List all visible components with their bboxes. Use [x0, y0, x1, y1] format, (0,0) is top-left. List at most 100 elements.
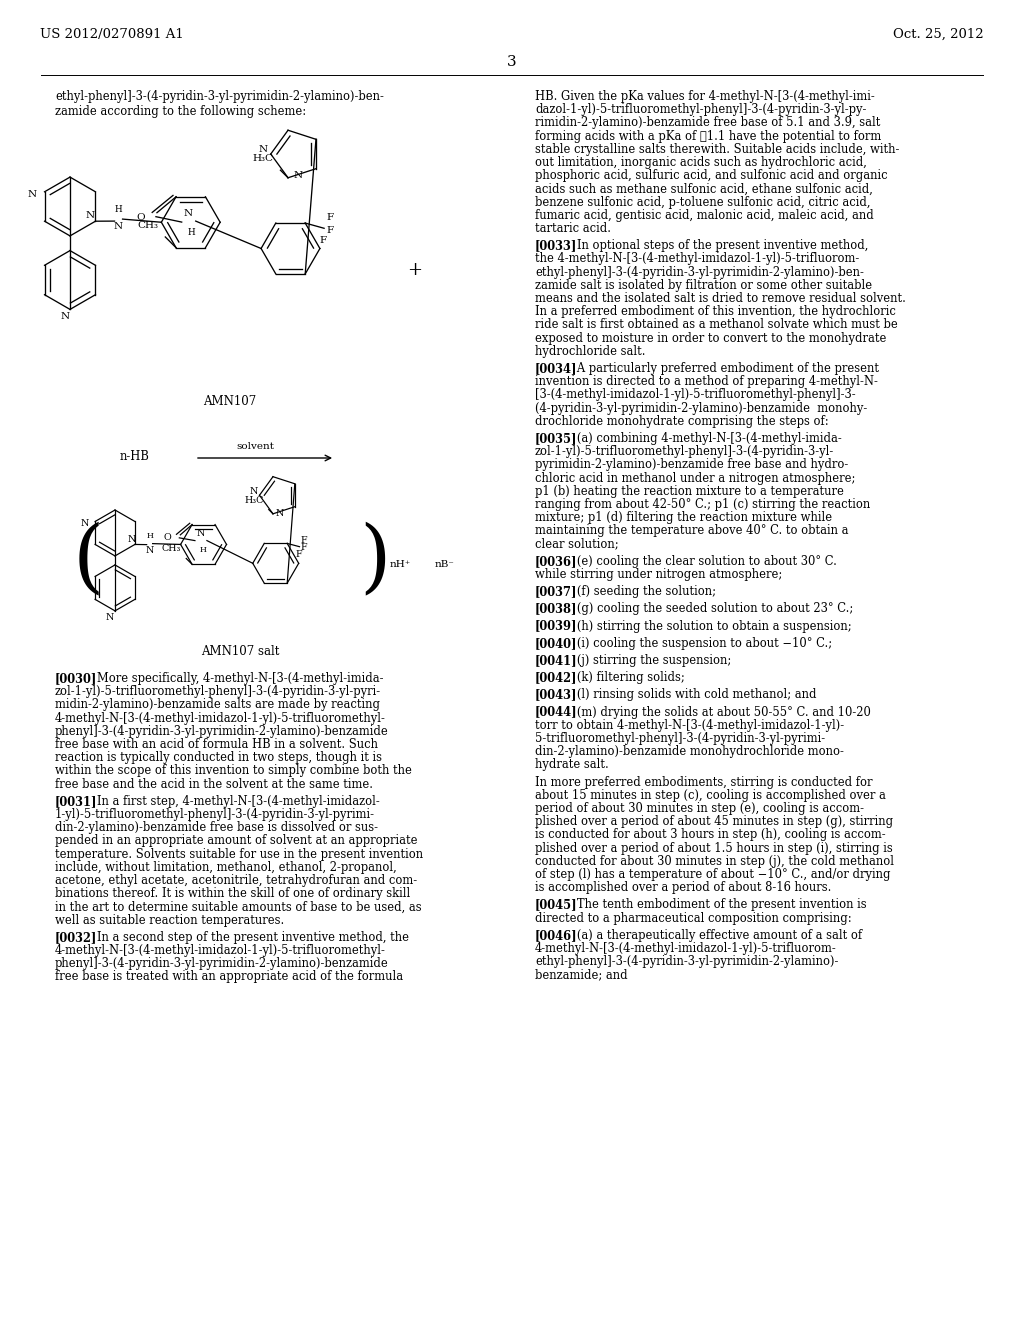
- Text: means and the isolated salt is dried to remove residual solvent.: means and the isolated salt is dried to …: [535, 292, 906, 305]
- Text: torr to obtain 4-methyl-N-[3-(4-methyl-imidazol-1-yl)-: torr to obtain 4-methyl-N-[3-(4-methyl-i…: [535, 719, 844, 731]
- Text: H: H: [115, 205, 123, 214]
- Text: ride salt is first obtained as a methanol solvate which must be: ride salt is first obtained as a methano…: [535, 318, 898, 331]
- Text: p1 (b) heating the reaction mixture to a temperature: p1 (b) heating the reaction mixture to a…: [535, 484, 844, 498]
- Text: (: (: [73, 521, 103, 599]
- Text: [0031]: [0031]: [55, 795, 97, 808]
- Text: AMN107 salt: AMN107 salt: [201, 645, 280, 657]
- Text: (k) filtering solids;: (k) filtering solids;: [566, 671, 685, 684]
- Text: Oct. 25, 2012: Oct. 25, 2012: [893, 28, 984, 41]
- Text: O: O: [136, 214, 145, 222]
- Text: [0038]: [0038]: [535, 602, 578, 615]
- Text: [3-(4-methyl-imidazol-1-yl)-5-trifluoromethyl-phenyl]-3-: [3-(4-methyl-imidazol-1-yl)-5-trifluorom…: [535, 388, 856, 401]
- Text: In a preferred embodiment of this invention, the hydrochloric: In a preferred embodiment of this invent…: [535, 305, 896, 318]
- Text: free base and the acid in the solvent at the same time.: free base and the acid in the solvent at…: [55, 777, 373, 791]
- Text: period of about 30 minutes in step (e), cooling is accom-: period of about 30 minutes in step (e), …: [535, 803, 864, 814]
- Text: [0036]: [0036]: [535, 554, 578, 568]
- Text: forming acids with a pKa of ≦1.1 have the potential to form: forming acids with a pKa of ≦1.1 have th…: [535, 129, 882, 143]
- Text: F: F: [300, 543, 307, 552]
- Text: ranging from about 42-50° C.; p1 (c) stirring the reaction: ranging from about 42-50° C.; p1 (c) sti…: [535, 498, 870, 511]
- Text: plished over a period of about 1.5 hours in step (i), stirring is: plished over a period of about 1.5 hours…: [535, 842, 893, 854]
- Text: (m) drying the solids at about 50-55° C. and 10-20: (m) drying the solids at about 50-55° C.…: [566, 706, 871, 718]
- Text: N: N: [81, 519, 89, 528]
- Text: [0046]: [0046]: [535, 929, 578, 941]
- Text: N: N: [105, 612, 115, 622]
- Text: ): ): [359, 521, 391, 599]
- Text: More specifically, 4-methyl-N-[3-(4-methyl-imida-: More specifically, 4-methyl-N-[3-(4-meth…: [86, 672, 384, 685]
- Text: [0042]: [0042]: [535, 671, 578, 684]
- Text: free base with an acid of formula HB in a solvent. Such: free base with an acid of formula HB in …: [55, 738, 378, 751]
- Text: N: N: [127, 536, 136, 544]
- Text: In a first step, 4-methyl-N-[3-(4-methyl-imidazol-: In a first step, 4-methyl-N-[3-(4-methyl…: [86, 795, 380, 808]
- Text: of step (l) has a temperature of about −10° C., and/or drying: of step (l) has a temperature of about −…: [535, 869, 891, 880]
- Text: 4-methyl-N-[3-(4-methyl-imidazol-1-yl)-5-trifluoromethyl-: 4-methyl-N-[3-(4-methyl-imidazol-1-yl)-5…: [55, 944, 386, 957]
- Text: In a second step of the present inventive method, the: In a second step of the present inventiv…: [86, 931, 410, 944]
- Text: [0034]: [0034]: [535, 362, 578, 375]
- Text: mixture; p1 (d) filtering the reaction mixture while: mixture; p1 (d) filtering the reaction m…: [535, 511, 833, 524]
- Text: 5-trifluoromethyl-phenyl]-3-(4-pyridin-3-yl-pyrimi-: 5-trifluoromethyl-phenyl]-3-(4-pyridin-3…: [535, 733, 825, 744]
- Text: 3: 3: [507, 55, 517, 69]
- Text: pyrimidin-2-ylamino)-benzamide free base and hydro-: pyrimidin-2-ylamino)-benzamide free base…: [535, 458, 848, 471]
- Text: zol-1-yl)-5-trifluoromethyl-phenyl]-3-(4-pyridin-3-yl-: zol-1-yl)-5-trifluoromethyl-phenyl]-3-(4…: [535, 445, 835, 458]
- Text: N: N: [145, 545, 154, 554]
- Text: din-2-ylamino)-benzamide monohydrochloride mono-: din-2-ylamino)-benzamide monohydrochlori…: [535, 746, 844, 758]
- Text: free base is treated with an appropriate acid of the formula: free base is treated with an appropriate…: [55, 970, 403, 983]
- Text: (j) stirring the suspension;: (j) stirring the suspension;: [566, 653, 731, 667]
- Text: the 4-methyl-N-[3-(4-methyl-imidazol-1-yl)-5-trifluorom-: the 4-methyl-N-[3-(4-methyl-imidazol-1-y…: [535, 252, 859, 265]
- Text: +: +: [408, 261, 423, 279]
- Text: [0041]: [0041]: [535, 653, 578, 667]
- Text: N: N: [183, 209, 193, 218]
- Text: 4-methyl-N-[3-(4-methyl-imidazol-1-yl)-5-trifluorom-: 4-methyl-N-[3-(4-methyl-imidazol-1-yl)-5…: [535, 942, 837, 954]
- Text: N: N: [259, 144, 267, 153]
- Text: CH₃: CH₃: [137, 220, 159, 230]
- Text: A particularly preferred embodiment of the present: A particularly preferred embodiment of t…: [566, 362, 880, 375]
- Text: plished over a period of about 45 minutes in step (g), stirring: plished over a period of about 45 minute…: [535, 816, 893, 828]
- Text: (4-pyridin-3-yl-pyrimidin-2-ylamino)-benzamide  monohy-: (4-pyridin-3-yl-pyrimidin-2-ylamino)-ben…: [535, 401, 867, 414]
- Text: benzamide; and: benzamide; and: [535, 969, 628, 981]
- Text: O: O: [164, 533, 171, 543]
- Text: (h) stirring the solution to obtain a suspension;: (h) stirring the solution to obtain a su…: [566, 619, 852, 632]
- Text: (i) cooling the suspension to about −10° C.;: (i) cooling the suspension to about −10°…: [566, 636, 833, 649]
- Text: [0035]: [0035]: [535, 432, 578, 445]
- Text: directed to a pharmaceutical composition comprising:: directed to a pharmaceutical composition…: [535, 912, 852, 924]
- Text: (a) combining 4-methyl-N-[3-(4-methyl-imida-: (a) combining 4-methyl-N-[3-(4-methyl-im…: [566, 432, 842, 445]
- Text: N: N: [28, 190, 37, 199]
- Text: nB⁻: nB⁻: [435, 560, 455, 569]
- Text: well as suitable reaction temperatures.: well as suitable reaction temperatures.: [55, 913, 285, 927]
- Text: US 2012/0270891 A1: US 2012/0270891 A1: [40, 28, 183, 41]
- Text: N: N: [275, 510, 285, 517]
- Text: H: H: [146, 532, 153, 540]
- Text: hydrate salt.: hydrate salt.: [535, 759, 608, 771]
- Text: stable crystalline salts therewith. Suitable acids include, with-: stable crystalline salts therewith. Suit…: [535, 143, 899, 156]
- Text: F: F: [319, 236, 327, 246]
- Text: [0033]: [0033]: [535, 239, 578, 252]
- Text: zol-1-yl)-5-trifluoromethyl-phenyl]-3-(4-pyridin-3-yl-pyri-: zol-1-yl)-5-trifluoromethyl-phenyl]-3-(4…: [55, 685, 381, 698]
- Text: dazol-1-yl)-5-trifluoromethyl-phenyl]-3-(4-pyridin-3-yl-py-: dazol-1-yl)-5-trifluoromethyl-phenyl]-3-…: [535, 103, 866, 116]
- Text: [0037]: [0037]: [535, 585, 578, 598]
- Text: invention is directed to a method of preparing 4-methyl-N-: invention is directed to a method of pre…: [535, 375, 878, 388]
- Text: 1-yl)-5-trifluoromethyl-phenyl]-3-(4-pyridin-3-yl-pyrimi-: 1-yl)-5-trifluoromethyl-phenyl]-3-(4-pyr…: [55, 808, 375, 821]
- Text: F: F: [326, 226, 333, 235]
- Text: AMN107: AMN107: [204, 395, 257, 408]
- Text: rimidin-2-ylamino)-benzamide free base of 5.1 and 3.9, salt: rimidin-2-ylamino)-benzamide free base o…: [535, 116, 881, 129]
- Text: In optional steps of the present inventive method,: In optional steps of the present inventi…: [566, 239, 868, 252]
- Text: within the scope of this invention to simply combine both the: within the scope of this invention to si…: [55, 764, 412, 777]
- Text: out limitation, inorganic acids such as hydrochloric acid,: out limitation, inorganic acids such as …: [535, 156, 867, 169]
- Text: [0040]: [0040]: [535, 636, 578, 649]
- Text: hydrochloride salt.: hydrochloride salt.: [535, 345, 645, 358]
- Text: H: H: [187, 228, 196, 238]
- Text: (a) a therapeutically effective amount of a salt of: (a) a therapeutically effective amount o…: [566, 929, 862, 941]
- Text: (f) seeding the solution;: (f) seeding the solution;: [566, 585, 716, 598]
- Text: n-HB: n-HB: [120, 450, 150, 463]
- Text: [0039]: [0039]: [535, 619, 578, 632]
- Text: N: N: [60, 313, 70, 321]
- Text: HB. Given the pKa values for 4-methyl-N-[3-(4-methyl-imi-: HB. Given the pKa values for 4-methyl-N-…: [535, 90, 874, 103]
- Text: (l) rinsing solids with cold methanol; and: (l) rinsing solids with cold methanol; a…: [566, 689, 817, 701]
- Text: solvent: solvent: [236, 442, 274, 451]
- Text: while stirring under nitrogen atmosphere;: while stirring under nitrogen atmosphere…: [535, 568, 782, 581]
- Text: tartaric acid.: tartaric acid.: [535, 222, 611, 235]
- Text: clear solution;: clear solution;: [535, 537, 618, 550]
- Text: is accomplished over a period of about 8-16 hours.: is accomplished over a period of about 8…: [535, 882, 831, 894]
- Text: acids such as methane sulfonic acid, ethane sulfonic acid,: acids such as methane sulfonic acid, eth…: [535, 182, 872, 195]
- Text: F: F: [326, 214, 333, 222]
- Text: [0044]: [0044]: [535, 706, 578, 718]
